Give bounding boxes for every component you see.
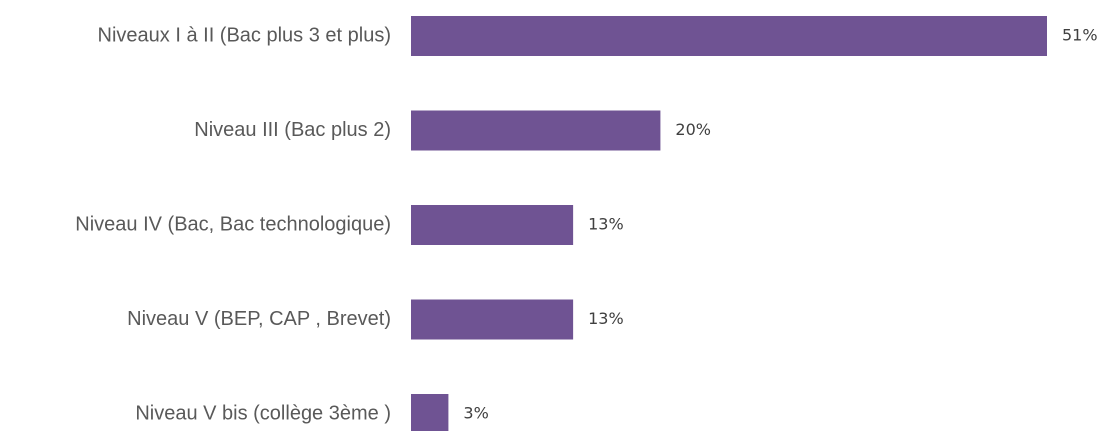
category-label: Niveau IV (Bac, Bac technologique) (75, 213, 391, 235)
category-label: Niveau V (BEP, CAP , Brevet) (127, 308, 391, 330)
value-label: 13% (588, 309, 624, 328)
bar (411, 394, 449, 431)
value-label: 51% (1062, 26, 1098, 45)
bar (411, 16, 1047, 56)
value-label: 20% (675, 120, 711, 139)
category-label: Niveaux I à II (Bac plus 3 et plus) (98, 24, 391, 46)
bar (411, 205, 574, 245)
category-label: Niveau V bis (collège 3ème ) (135, 402, 391, 424)
value-label: 13% (588, 215, 624, 234)
value-label: 3% (463, 404, 488, 423)
category-label: Niveau III (Bac plus 2) (194, 119, 391, 141)
bar (411, 299, 574, 340)
bar (411, 110, 661, 151)
